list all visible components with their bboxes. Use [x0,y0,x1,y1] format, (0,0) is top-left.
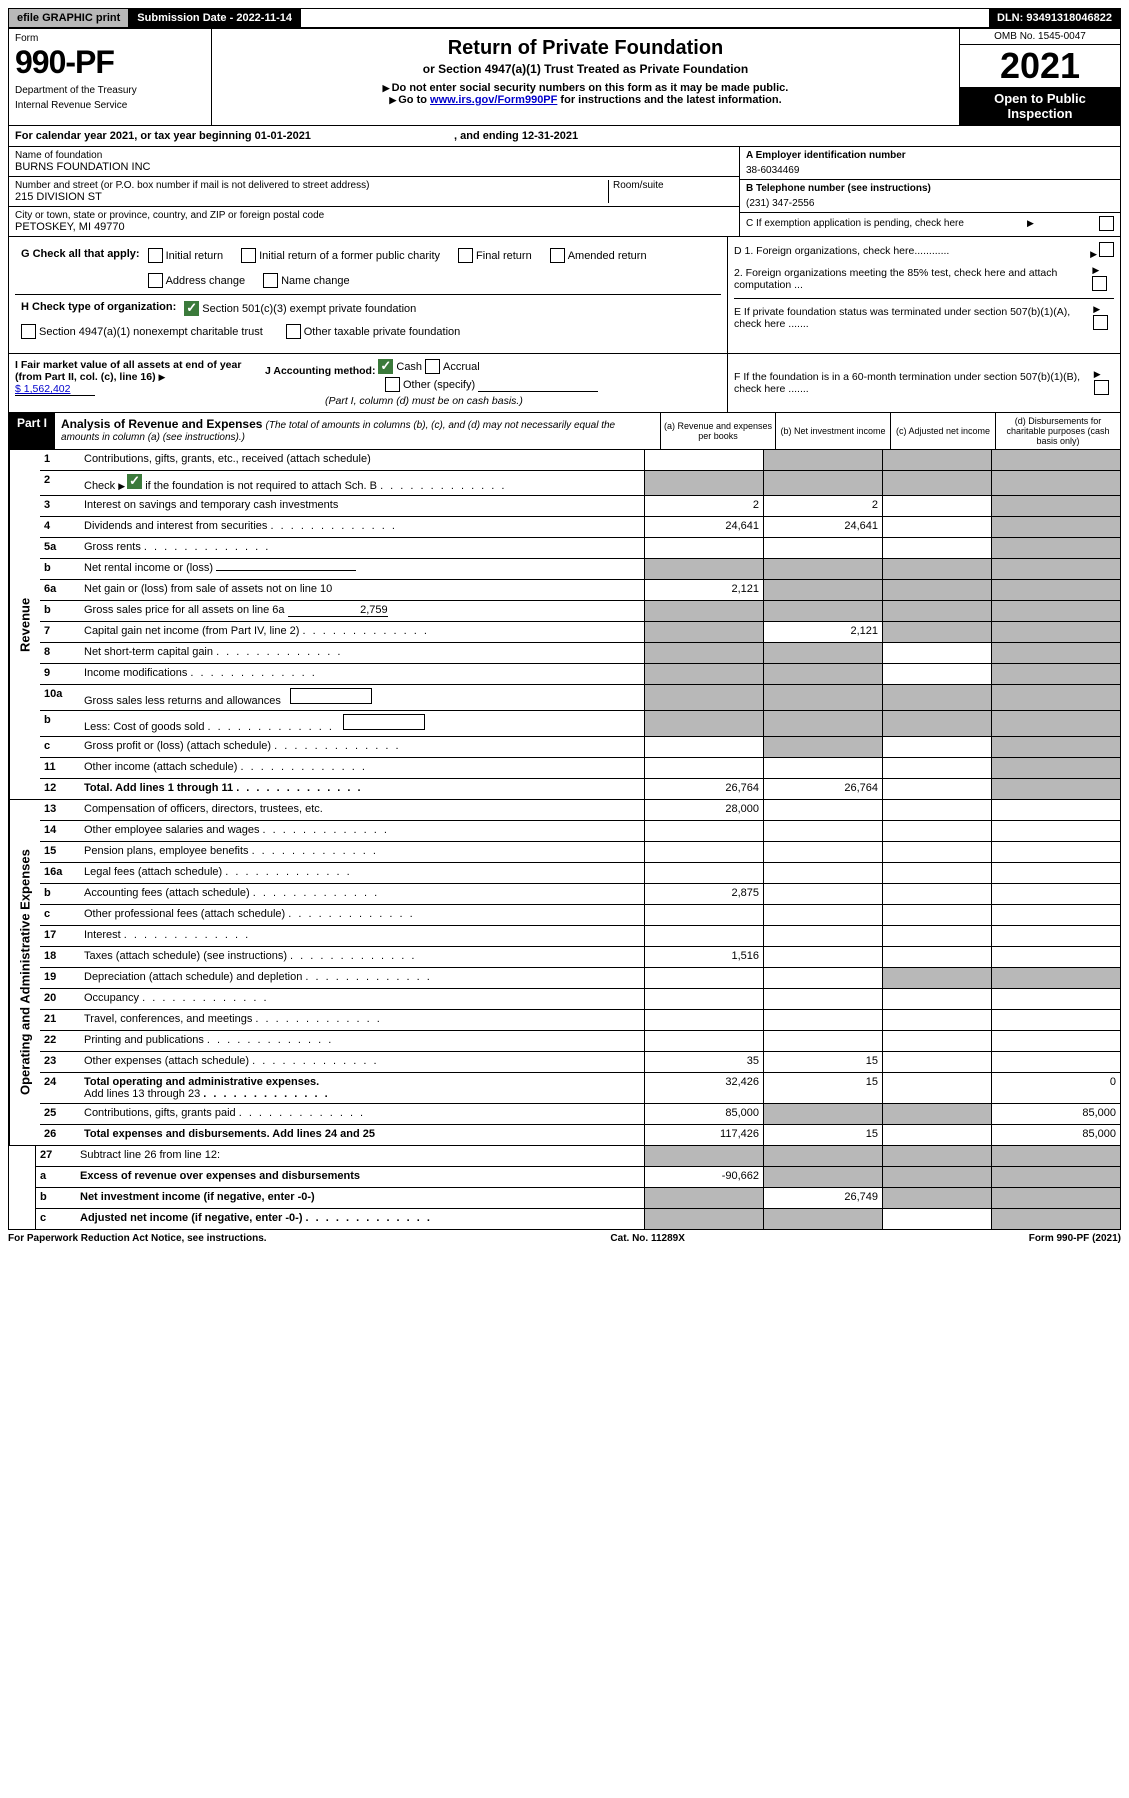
other-method-checkbox[interactable] [385,377,400,392]
phone-value: (231) 347-2556 [746,198,1114,209]
room-suite-label: Room/suite [608,180,733,203]
h-label: H Check type of organization: [21,301,176,313]
form-label: Form [15,33,205,44]
col-b-header: (b) Net investment income [775,413,890,449]
i-label: I Fair market value of all assets at end… [15,359,241,383]
d2-label: 2. Foreign organizations meeting the 85%… [734,267,1092,291]
inst-ssn: Do not enter social security numbers on … [392,82,789,94]
exemption-pending-checkbox[interactable] [1099,216,1114,231]
street-address: 215 DIVISION ST [15,191,608,203]
calendar-year-line: For calendar year 2021, or tax year begi… [9,126,1120,146]
schb-checkbox[interactable] [127,474,142,489]
e-label: E If private foundation status was termi… [734,306,1093,330]
col-c-header: (c) Adjusted net income [890,413,995,449]
col-d-header: (d) Disbursements for charitable purpose… [995,413,1120,449]
col-a-header: (a) Revenue and expenses per books [660,413,775,449]
form-ref: Form 990-PF (2021) [1029,1233,1121,1244]
e-checkbox[interactable] [1093,315,1108,330]
i-value[interactable]: $ 1,562,402 [15,383,95,396]
tax-year: 2021 [960,45,1120,87]
d1-checkbox[interactable] [1099,242,1114,257]
submission-date-label: Submission Date - 2022-11-14 [129,9,301,27]
exemption-pending-label: C If exemption application is pending, c… [746,218,964,229]
f-checkbox[interactable] [1094,380,1109,395]
address-change-checkbox[interactable] [148,273,163,288]
name-label: Name of foundation [15,150,733,161]
accrual-checkbox[interactable] [425,359,440,374]
paperwork-notice: For Paperwork Reduction Act Notice, see … [8,1233,267,1244]
form-header: Form 990-PF Department of the Treasury I… [8,28,1121,126]
j-label: J Accounting method: [265,365,375,377]
omb-number: OMB No. 1545-0047 [960,29,1120,45]
part1-title: Analysis of Revenue and Expenses [61,417,262,431]
other-taxable-checkbox[interactable] [286,324,301,339]
ein-label: A Employer identification number [746,150,906,161]
dept-irs: Internal Revenue Service [15,100,205,111]
f-label: F If the foundation is in a 60-month ter… [734,371,1094,395]
amended-return-checkbox[interactable] [550,248,565,263]
j-note: (Part I, column (d) must be on cash basi… [325,395,523,407]
g-label: G Check all that apply: [21,248,140,260]
name-change-checkbox[interactable] [263,273,278,288]
initial-return-checkbox[interactable] [148,248,163,263]
4947a1-checkbox[interactable] [21,324,36,339]
form-title: Return of Private Foundation [218,37,953,60]
dept-treasury: Department of the Treasury [15,85,205,96]
form-number: 990-PF [15,44,205,81]
d2-checkbox[interactable] [1092,276,1107,291]
expenses-tab: Operating and Administrative Expenses [9,800,40,1145]
top-bar: efile GRAPHIC print Submission Date - 20… [8,8,1121,28]
city-label: City or town, state or province, country… [15,210,733,221]
cash-checkbox[interactable] [378,359,393,374]
efile-print-button[interactable]: efile GRAPHIC print [9,9,129,27]
part1-label: Part I [9,413,55,449]
address-label: Number and street (or P.O. box number if… [15,180,608,191]
open-public: Open to Public Inspection [960,87,1120,125]
initial-former-checkbox[interactable] [241,248,256,263]
city-state-zip: PETOSKEY, MI 49770 [15,221,733,233]
phone-label: B Telephone number (see instructions) [746,183,931,194]
revenue-tab: Revenue [9,450,40,799]
dln: DLN: 93491318046822 [989,9,1120,27]
final-return-checkbox[interactable] [458,248,473,263]
501c3-checkbox[interactable] [184,301,199,316]
irs-link[interactable]: www.irs.gov/Form990PF [430,94,557,106]
ein-value: 38-6034469 [746,165,1114,176]
cat-no: Cat. No. 11289X [610,1233,684,1244]
form-subtitle: or Section 4947(a)(1) Trust Treated as P… [218,62,953,76]
d1-label: D 1. Foreign organizations, check here..… [734,245,949,257]
foundation-name: BURNS FOUNDATION INC [15,161,733,173]
